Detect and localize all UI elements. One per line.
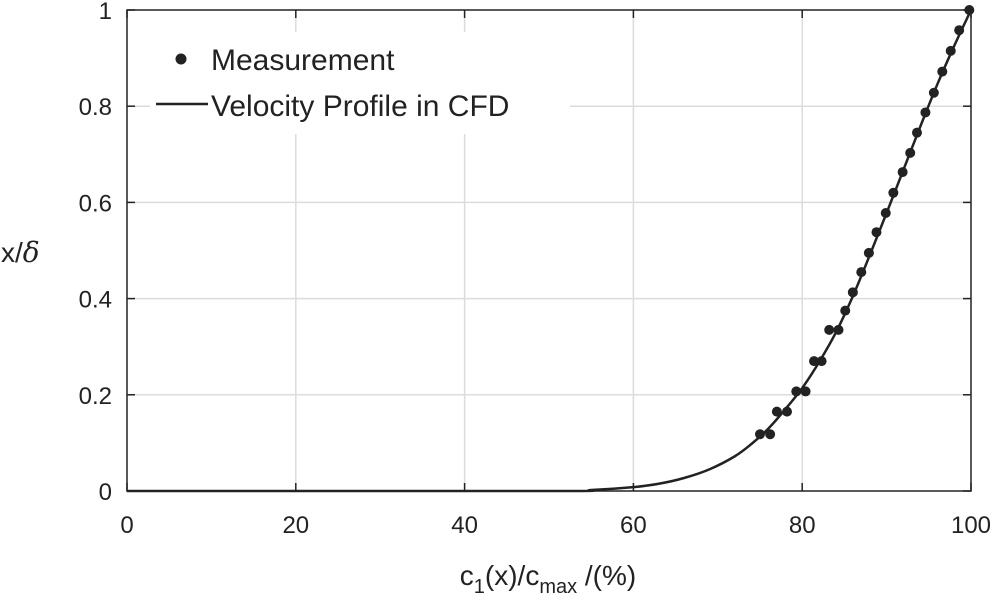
measurement-point: [920, 107, 931, 118]
measurement-point: [800, 386, 811, 397]
measurement-point: [816, 356, 827, 367]
measurement-point: [824, 324, 835, 335]
measurement-point: [945, 45, 956, 56]
measurement-point: [928, 87, 939, 98]
y-tick-label: 0: [99, 479, 112, 506]
y-tick-label: 0.2: [79, 383, 112, 410]
x-axis-label-sub1: 1: [474, 576, 485, 598]
x-axis-label-tail: /(%): [577, 560, 636, 591]
measurement-point: [771, 406, 782, 417]
series-markers-measurement: [755, 5, 975, 440]
y-axis-label-delta: δ: [23, 236, 40, 269]
y-tick-labels: 0 0.2 0.4 0.6 0.8 1: [79, 0, 112, 506]
legend: Measurement Velocity Profile in CFD: [150, 32, 570, 134]
measurement-point: [847, 287, 858, 298]
measurement-point: [871, 227, 882, 238]
measurement-point: [833, 324, 844, 335]
y-axis-label-prefix: x/: [1, 237, 23, 268]
x-axis-label-sub2: max: [539, 576, 577, 598]
x-tick-label: 20: [282, 512, 309, 539]
measurement-point: [911, 127, 922, 138]
y-tick-label: 0.4: [79, 287, 112, 314]
measurement-point: [840, 305, 851, 316]
measurement-point: [964, 5, 975, 15]
legend-marker-measurement: [175, 53, 187, 65]
x-tick-label: 0: [120, 512, 133, 539]
measurement-point: [905, 147, 916, 158]
y-tick-label: 0.6: [79, 190, 112, 217]
measurement-point: [782, 406, 793, 417]
y-axis-label: x/δ: [1, 236, 40, 269]
measurement-point: [897, 167, 908, 178]
measurement-point: [791, 386, 802, 397]
measurement-point: [937, 66, 948, 77]
x-tick-label: 100: [951, 512, 991, 539]
measurement-point: [863, 247, 874, 258]
legend-label-velocity-profile: Velocity Profile in CFD: [211, 90, 509, 123]
legend-label-measurement: Measurement: [211, 44, 395, 77]
measurement-point: [856, 267, 867, 278]
measurement-point: [755, 429, 765, 440]
x-tick-label: 60: [620, 512, 647, 539]
x-tick-labels: 0 20 40 60 80 100: [120, 512, 991, 539]
measurement-point: [954, 25, 965, 36]
measurement-point: [880, 207, 891, 218]
measurement-point: [809, 356, 820, 367]
measurement-point: [765, 429, 776, 440]
x-tick-label: 80: [789, 512, 816, 539]
x-axis-label-mid: (x)/c: [485, 560, 539, 591]
tick-marks: [126, 9, 972, 492]
legend-box: [150, 32, 570, 134]
y-tick-label: 1: [99, 0, 112, 25]
series-line-velocity-profile: [126, 9, 973, 493]
x-axis-label: c1(x)/cmax /(%): [460, 560, 636, 598]
x-tick-label: 40: [451, 512, 478, 539]
measurement-point: [888, 187, 899, 198]
y-tick-label: 0.8: [79, 94, 112, 121]
x-axis-label-base: c: [460, 560, 474, 591]
